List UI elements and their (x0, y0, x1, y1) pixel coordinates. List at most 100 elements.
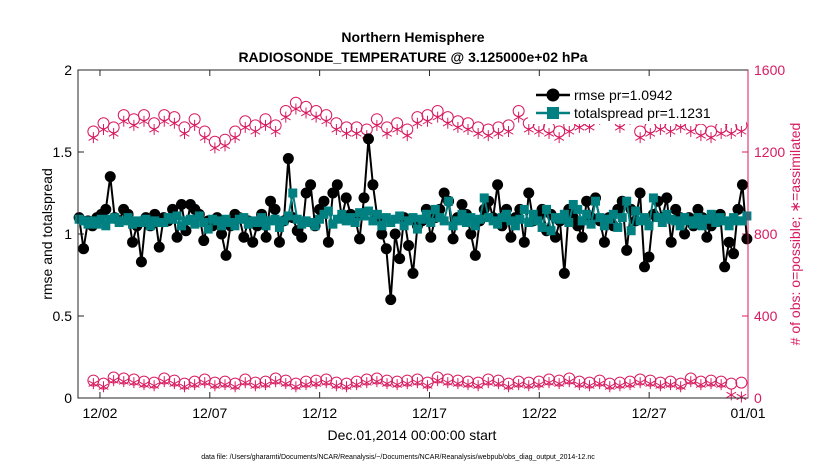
obs-assimilated-marker (351, 379, 362, 391)
obs-assimilated-marker (331, 380, 342, 392)
y-right-tick-label: 0 (754, 390, 762, 406)
chart-title: Northern Hemisphere (341, 29, 484, 45)
rmse-marker (269, 203, 281, 215)
obs-assimilated-marker (88, 378, 99, 390)
chart-subtitle: RADIOSONDE_TEMPERATURE @ 3.125000e+02 hP… (238, 49, 587, 65)
rmse-marker (260, 231, 272, 243)
rmse-marker (331, 179, 343, 191)
totalspread-marker (430, 204, 440, 214)
totalspread-marker (323, 206, 333, 216)
legend-totalspread-label: totalspread pr=1.1231 (574, 105, 711, 121)
totalspread-marker (720, 216, 730, 226)
rmse-marker (425, 231, 437, 243)
obs-assimilated-marker (199, 377, 210, 389)
obs-assimilated-marker (533, 126, 544, 137)
x-tick-label: 12/12 (302, 405, 337, 421)
legend: rmse pr=1.0942 totalspread pr=1.1231 (528, 82, 746, 124)
totalspread-marker (190, 219, 200, 229)
obs-assimilated-marker (432, 111, 443, 123)
obs-assimilated-marker (442, 377, 453, 389)
totalspread-marker (328, 219, 338, 229)
obs-assimilated-marker (149, 123, 160, 135)
obs-assimilated-marker (371, 376, 382, 388)
rmse-marker (247, 236, 259, 248)
obs-assimilated-marker (614, 380, 625, 392)
totalspread-marker (524, 218, 534, 228)
rmse-marker (385, 294, 397, 306)
totalspread-marker (466, 213, 476, 223)
obs-assimilated-marker (584, 380, 595, 392)
totalspread-marker (292, 214, 302, 224)
legend-box (528, 82, 746, 124)
y-axis-right-label: # of obs: o=possible; ∗=assimilated (787, 123, 803, 346)
totalspread-marker (412, 224, 422, 234)
totalspread-marker (381, 213, 391, 223)
totalspread-marker (239, 213, 249, 223)
totalspread-marker (270, 214, 280, 224)
ticks-layer: 12/02 12/07 12/12 12/17 12/22 12/27 01/0100.51… (53, 62, 786, 421)
totalspread-marker (697, 221, 707, 231)
totalspread-marker (653, 213, 663, 223)
totalspread-marker (395, 211, 405, 221)
obs-assimilated-marker (230, 381, 241, 393)
line-layer (73, 133, 753, 306)
x-axis-label: Dec.01,2014 00:00:00 start (328, 427, 497, 443)
totalspread-marker (372, 209, 382, 219)
totalspread-marker (586, 219, 596, 229)
totalspread-marker (604, 214, 614, 224)
obs-assimilated-marker (280, 111, 291, 123)
totalspread-marker (675, 221, 685, 231)
totalspread-marker (426, 218, 436, 228)
totalspread-marker (350, 218, 360, 228)
rmse-marker (701, 231, 713, 243)
obs-assimilated-marker (341, 128, 352, 140)
obs-assimilated-marker (473, 128, 484, 140)
obs-assimilated-marker (169, 378, 180, 390)
rmse-marker (380, 243, 392, 255)
totalspread-marker (288, 188, 298, 198)
obs-assimilated-marker (523, 123, 534, 135)
rmse-marker (367, 179, 379, 191)
obs-assimilated-marker (685, 376, 696, 388)
obs-assimilated-marker (179, 128, 190, 140)
totalspread-marker (417, 214, 427, 224)
obs-assimilated-marker (290, 381, 301, 393)
obs-assimilated-marker (250, 126, 261, 137)
rmse-marker (492, 179, 504, 191)
rmse-marker (171, 231, 183, 243)
totalspread-marker (542, 204, 552, 214)
obs-assimilated-marker (209, 380, 220, 392)
obs-assimilated-marker (695, 130, 706, 142)
obs-assimilated-marker (260, 379, 271, 391)
totalspread-marker (194, 211, 204, 221)
obs-assimilated-marker (199, 132, 210, 144)
totalspread-marker (706, 209, 716, 219)
totalspread-marker (421, 209, 431, 219)
y-tick-label: 2 (64, 62, 72, 78)
totalspread-marker (519, 204, 529, 214)
obs-assimilated-marker (371, 119, 382, 131)
obs-assimilated-marker (726, 128, 737, 140)
obs-assimilated-marker (716, 128, 727, 140)
rmse-marker (362, 133, 374, 145)
obs-assimilated-marker (159, 376, 170, 388)
obs-assimilated-marker (716, 379, 727, 391)
rmse-marker (216, 228, 228, 240)
totalspread-marker (332, 214, 342, 224)
y-right-tick-label: 800 (754, 226, 778, 242)
totalspread-marker (399, 221, 409, 231)
totalspread-marker (176, 221, 186, 231)
obs-assimilated-marker (412, 117, 423, 129)
x-tick-label: 01/01 (730, 405, 765, 421)
totalspread-marker (555, 214, 565, 224)
totalspread-marker (559, 209, 569, 219)
totalspread-marker (479, 193, 489, 203)
obs-assimilated-marker (554, 132, 565, 144)
rmse-marker (665, 236, 677, 248)
obs-assimilated-marker (138, 115, 150, 127)
obs-assimilated-marker (311, 378, 322, 390)
data-file-footnote: data file: /Users/gharamti/Documents/NCA… (201, 454, 595, 461)
rmse-marker (558, 267, 570, 279)
rmse-marker (518, 236, 530, 248)
obs-assimilated-marker (108, 375, 119, 387)
